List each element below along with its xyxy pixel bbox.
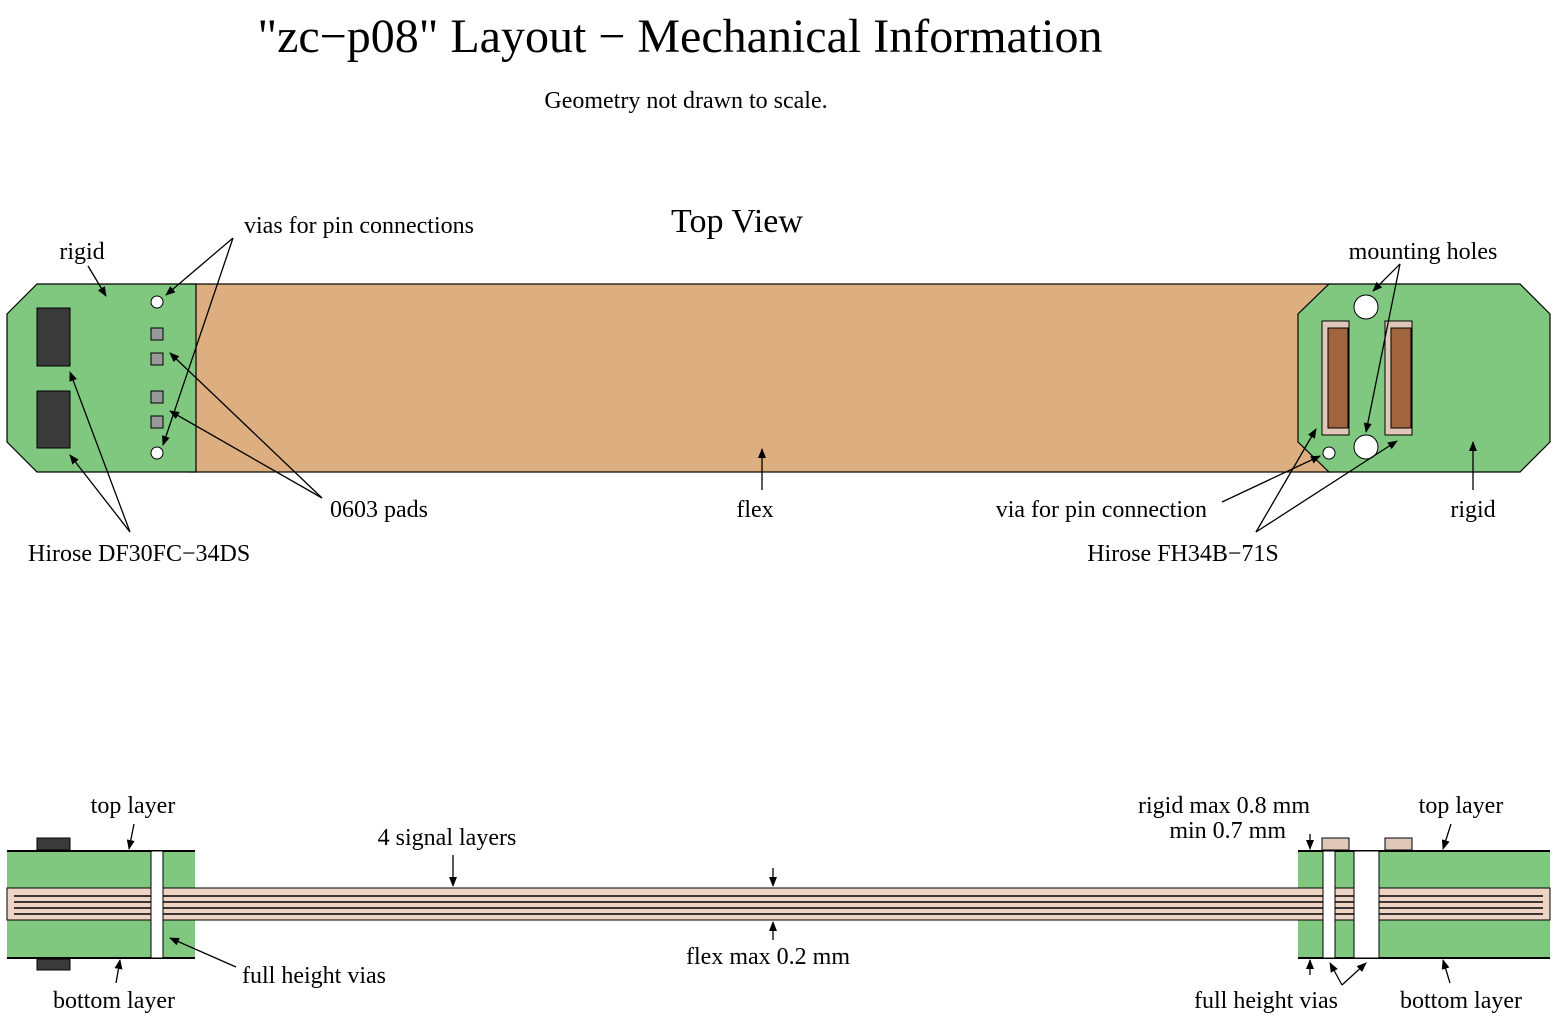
connector-fh34-right <box>1390 327 1412 429</box>
page-subtitle: Geometry not drawn to scale. <box>544 88 827 114</box>
connector-side-bottom-left <box>36 958 71 971</box>
rigid-board-right <box>1297 283 1551 473</box>
label-top-layer-right: top layer <box>1419 793 1504 819</box>
label-full-height-vias-left: full height vias <box>242 963 386 989</box>
label-flex: flex <box>736 497 773 523</box>
label-hirose-df30: Hirose DF30FC−34DS <box>28 541 250 567</box>
label-via-pin-connection: via for pin connection <box>996 497 1207 523</box>
label-rigid-left: rigid <box>59 239 104 265</box>
top-view-heading: Top View <box>671 203 803 240</box>
connector-df30-lower <box>36 390 71 449</box>
via-bottom-left <box>150 446 164 460</box>
full-height-via-right-small <box>1322 850 1336 959</box>
pad-0603 <box>150 390 164 404</box>
label-vias-pin-connections: vias for pin connections <box>244 213 474 239</box>
connector-side-right-a <box>1321 837 1350 851</box>
via-right <box>1322 446 1336 460</box>
flex-side <box>6 887 1551 921</box>
mounting-hole-top <box>1353 294 1379 320</box>
rigid-board-left <box>6 283 197 473</box>
connector-side-right-b <box>1384 837 1413 851</box>
label-0603-pads: 0603 pads <box>330 497 428 523</box>
full-height-via-left <box>150 850 164 959</box>
top-view-arrows <box>69 237 1477 533</box>
label-mounting-holes: mounting holes <box>1349 239 1498 265</box>
connector-df30-upper <box>36 307 71 367</box>
label-rigid-max: rigid max 0.8 mm <box>1138 793 1310 819</box>
label-top-layer-left: top layer <box>91 793 176 819</box>
label-rigid-right: rigid <box>1450 497 1495 523</box>
pad-0603 <box>150 415 164 429</box>
label-flex-max: flex max 0.2 mm <box>686 944 850 970</box>
pad-0603 <box>150 352 164 366</box>
connector-side-top-left <box>36 837 71 851</box>
connector-fh34-left <box>1327 327 1349 429</box>
label-hirose-fh34: Hirose FH34B−71S <box>1087 541 1279 567</box>
label-bottom-layer-right: bottom layer <box>1400 988 1522 1014</box>
label-rigid-min: min 0.7 mm <box>1169 818 1286 844</box>
page-title: "zc−p08" Layout − Mechanical Information <box>257 10 1102 63</box>
full-height-via-right-large <box>1353 850 1380 959</box>
pad-0603 <box>150 327 164 341</box>
via-top-left <box>150 295 164 309</box>
label-signal-layers: 4 signal layers <box>378 825 517 851</box>
side-view-arrows <box>114 823 1452 986</box>
mounting-hole-bottom <box>1353 434 1379 460</box>
label-full-height-vias-right: full height vias <box>1194 988 1338 1014</box>
signal-layers <box>14 895 1543 915</box>
label-bottom-layer-left: bottom layer <box>53 988 175 1014</box>
flex-strip-top <box>189 283 1331 473</box>
